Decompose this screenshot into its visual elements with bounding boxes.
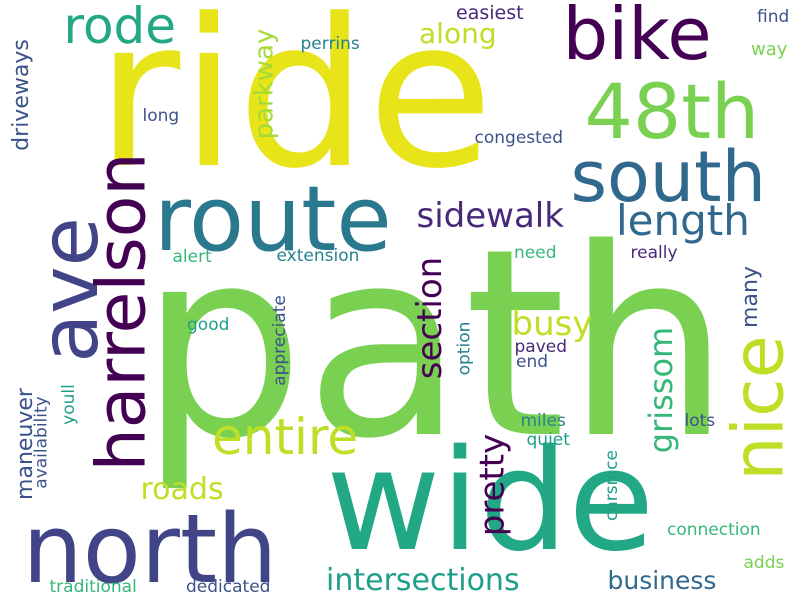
- word-rode: rode: [63, 0, 177, 55]
- word-route: route: [154, 167, 392, 272]
- word-carsnice: carsnice: [601, 449, 622, 521]
- word-business: business: [607, 565, 717, 595]
- word-lots: lots: [684, 410, 716, 431]
- word-driveways: driveways: [8, 39, 34, 151]
- word-nice: nice: [717, 335, 800, 481]
- word-bike: bike: [562, 0, 712, 76]
- word-intersections: intersections: [326, 563, 520, 598]
- word-48th: 48th: [584, 67, 760, 156]
- word-congested: congested: [474, 127, 564, 148]
- word-find: find: [757, 6, 790, 27]
- word-ride: ride: [96, 0, 494, 214]
- word-length: length: [616, 196, 750, 245]
- word-really: really: [630, 242, 678, 263]
- word-extension: extension: [276, 245, 360, 266]
- word-end: end: [516, 351, 549, 372]
- word-perrins: perrins: [300, 33, 360, 54]
- word-alert: alert: [172, 246, 212, 267]
- word-way: way: [751, 39, 788, 60]
- word-option: option: [454, 321, 475, 375]
- word-traditional: traditional: [49, 576, 137, 597]
- word-good: good: [187, 314, 230, 335]
- word-grissom: grissom: [642, 326, 681, 454]
- word-adds: adds: [743, 552, 785, 573]
- word-quiet: quiet: [526, 429, 570, 450]
- word-miles: miles: [520, 410, 566, 431]
- word-path: path: [139, 194, 731, 496]
- word-section: section: [410, 256, 451, 380]
- word-busy: busy: [511, 304, 593, 344]
- word-parkway: parkway: [248, 28, 279, 140]
- word-along: along: [419, 17, 497, 50]
- word-need: need: [514, 242, 557, 263]
- word-appreciate: appreciate: [269, 294, 290, 386]
- word-long: long: [142, 105, 180, 126]
- word-youll: youll: [58, 383, 79, 425]
- word-entire: entire: [212, 408, 359, 466]
- word-many: many: [737, 266, 763, 328]
- word-dedicated: dedicated: [186, 576, 271, 597]
- word-sidewalk: sidewalk: [416, 196, 564, 236]
- word-connection: connection: [667, 519, 761, 540]
- word-roads: roads: [140, 472, 224, 507]
- word-easiest: easiest: [456, 1, 524, 24]
- word-pretty: pretty: [471, 433, 512, 537]
- word-availability: availability: [31, 395, 52, 489]
- word-harrelson: harrelson: [81, 152, 161, 472]
- word-paved: paved: [514, 336, 568, 357]
- word-north: north: [22, 494, 278, 600]
- word-south: south: [570, 136, 766, 218]
- word-wide: wide: [326, 420, 655, 583]
